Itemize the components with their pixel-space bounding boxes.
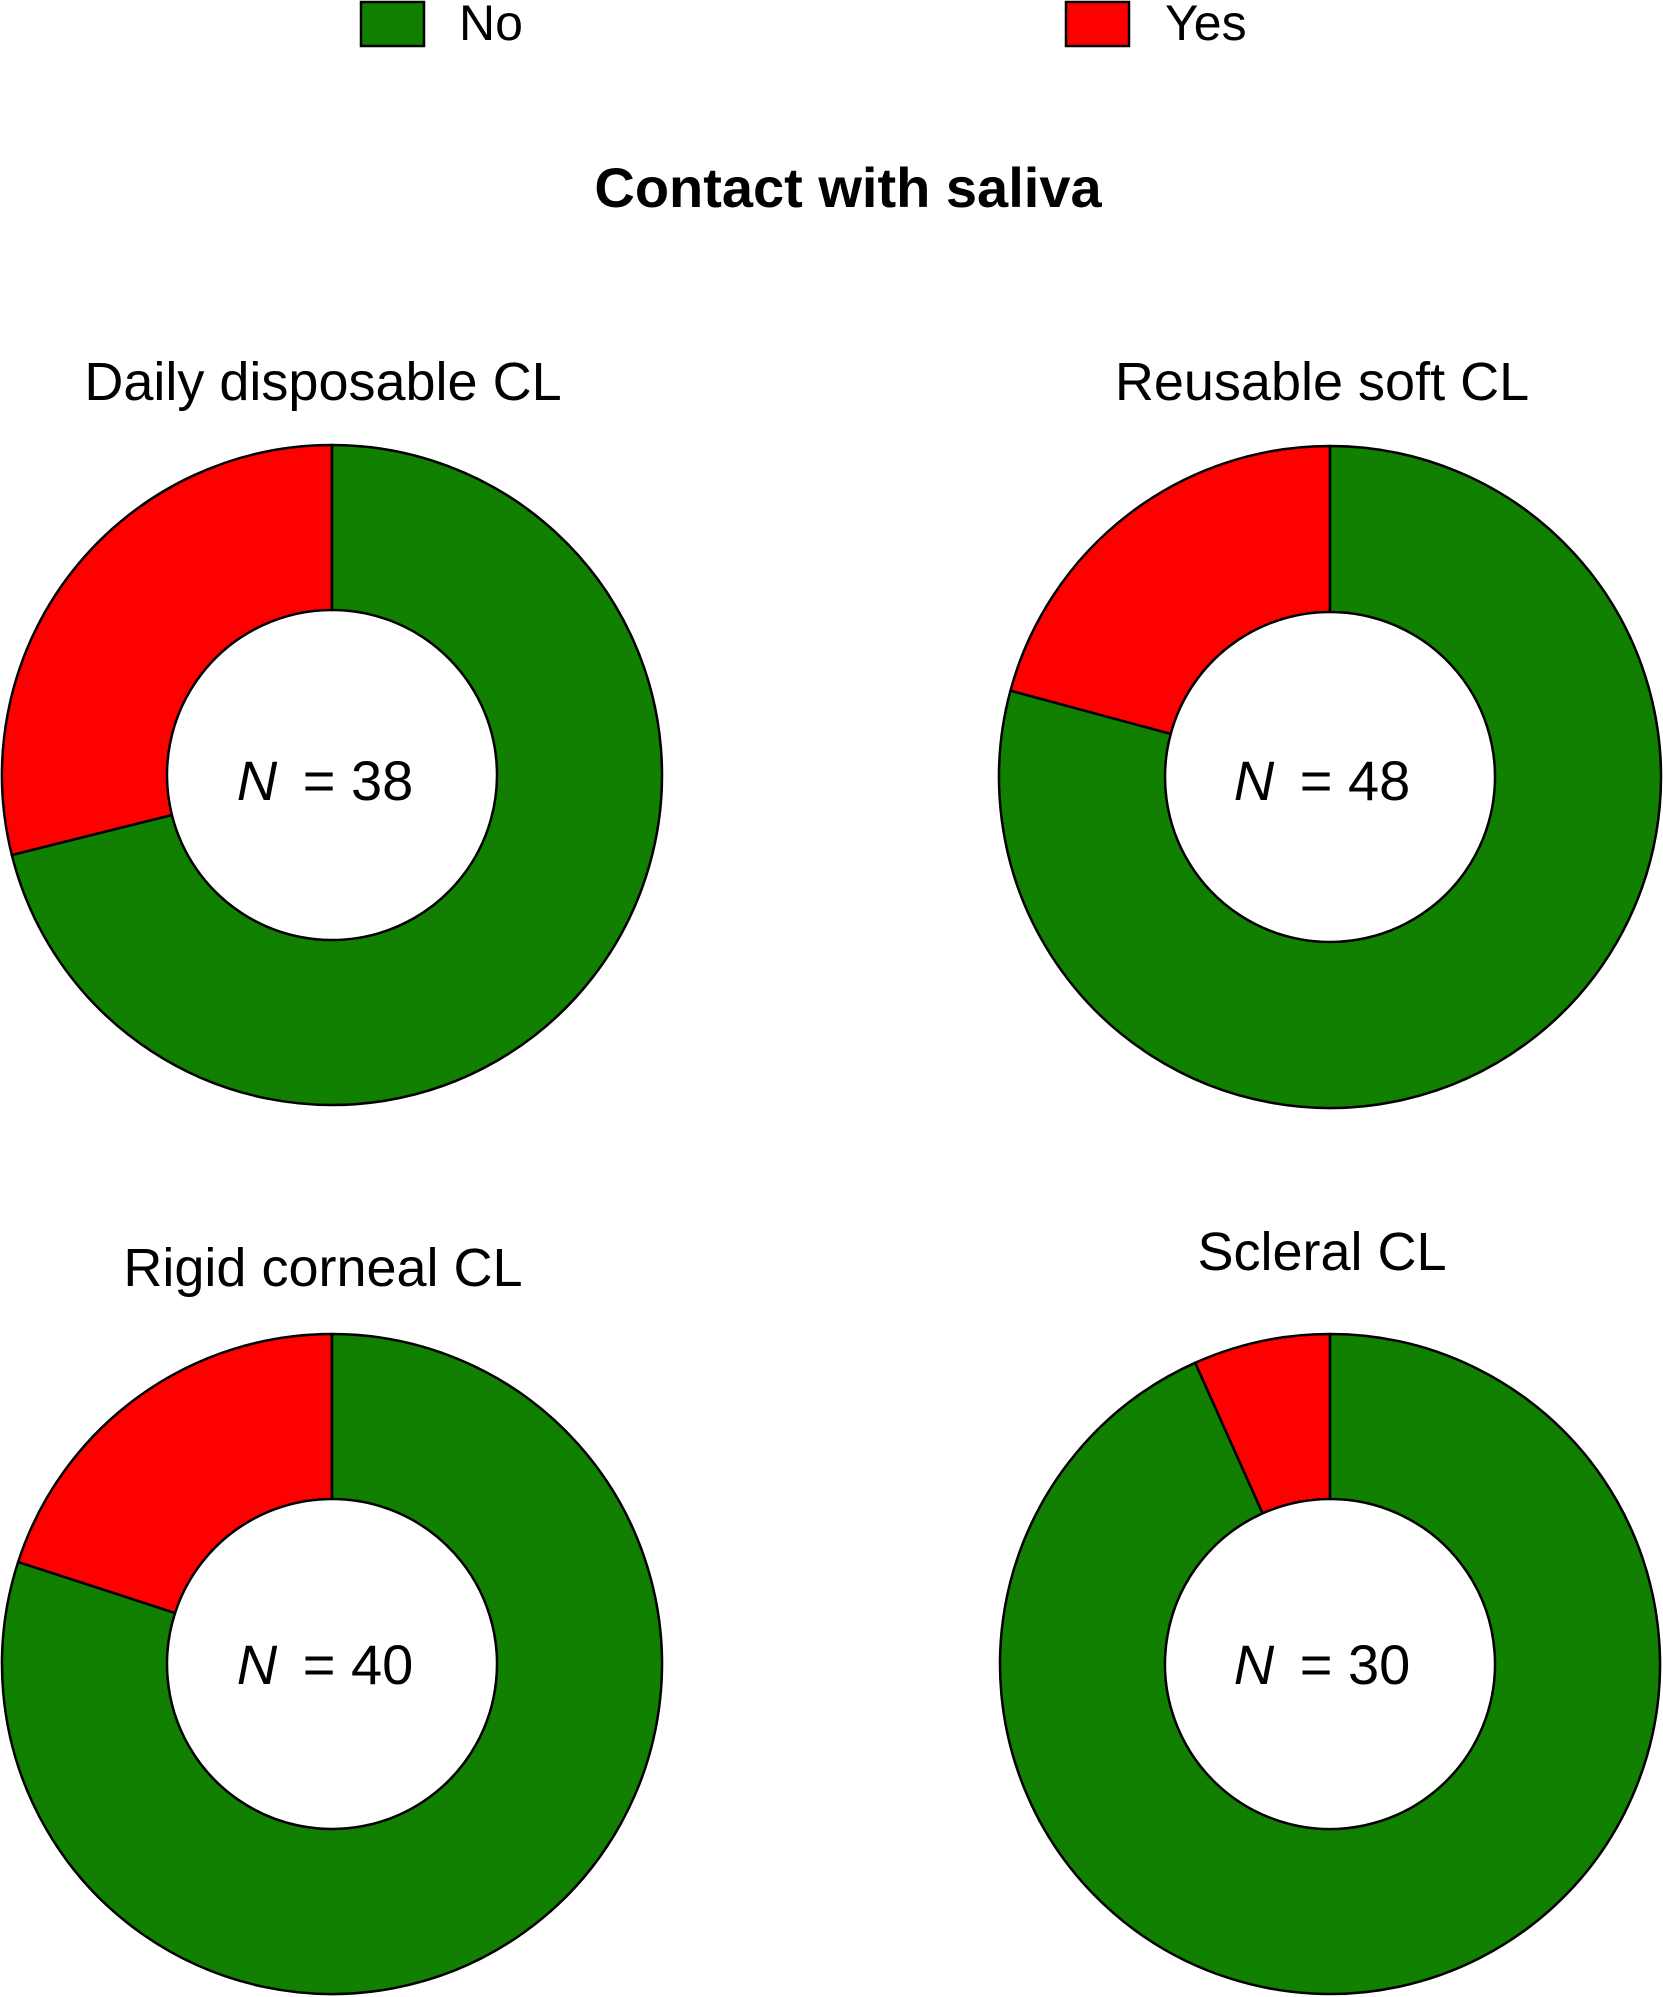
panel-title: Rigid corneal CL [123, 1238, 522, 1298]
n-annotation: N = 40 [237, 1633, 414, 1696]
donut-rigid-corneal [0, 1332, 664, 1996]
panel-reusable-soft: Reusable soft CL N = 48 [997, 352, 1663, 1110]
n-value: = 48 [1300, 749, 1411, 812]
n-annotation: N = 30 [1234, 1633, 1411, 1696]
n-annotation: N = 38 [237, 749, 414, 812]
n-symbol: N [237, 1633, 278, 1696]
n-value: = 40 [303, 1633, 414, 1696]
n-symbol: N [1234, 1633, 1275, 1696]
n-symbol: N [1234, 749, 1275, 812]
panel-title: Daily disposable CL [84, 352, 561, 412]
legend: No Yes [359, 0, 1247, 51]
n-annotation: N = 48 [1234, 749, 1411, 812]
donut-scleral [998, 1332, 1662, 1996]
n-value: = 30 [1300, 1633, 1411, 1696]
legend-label-yes: Yes [1165, 0, 1247, 51]
donut-slice-yes [0, 443, 334, 857]
n-value: = 38 [303, 749, 414, 812]
panel-scleral: Scleral CL N = 30 [998, 1222, 1662, 1996]
donut-slice-yes [16, 1332, 334, 1615]
chart-title: Contact with saliva [594, 156, 1102, 219]
panel-rigid-corneal: Rigid corneal CL N = 40 [0, 1238, 664, 1996]
donut-reusable-soft [997, 444, 1663, 1110]
legend-swatch-no [359, 0, 426, 48]
donut-slice-no [998, 1332, 1662, 1996]
panel-title: Scleral CL [1197, 1222, 1446, 1282]
donut-slice-no [0, 1332, 664, 1996]
panel-title: Reusable soft CL [1115, 352, 1529, 412]
n-symbol: N [237, 749, 278, 812]
donut-slice-no [997, 444, 1663, 1110]
panel-daily-disposable: Daily disposable CL N = 38 [0, 352, 664, 1107]
donut-slice-no [10, 443, 664, 1107]
legend-label-no: No [459, 0, 523, 51]
legend-swatch-yes [1064, 0, 1131, 48]
donut-daily-disposable [0, 443, 664, 1107]
donut-slice-yes [1009, 444, 1332, 736]
